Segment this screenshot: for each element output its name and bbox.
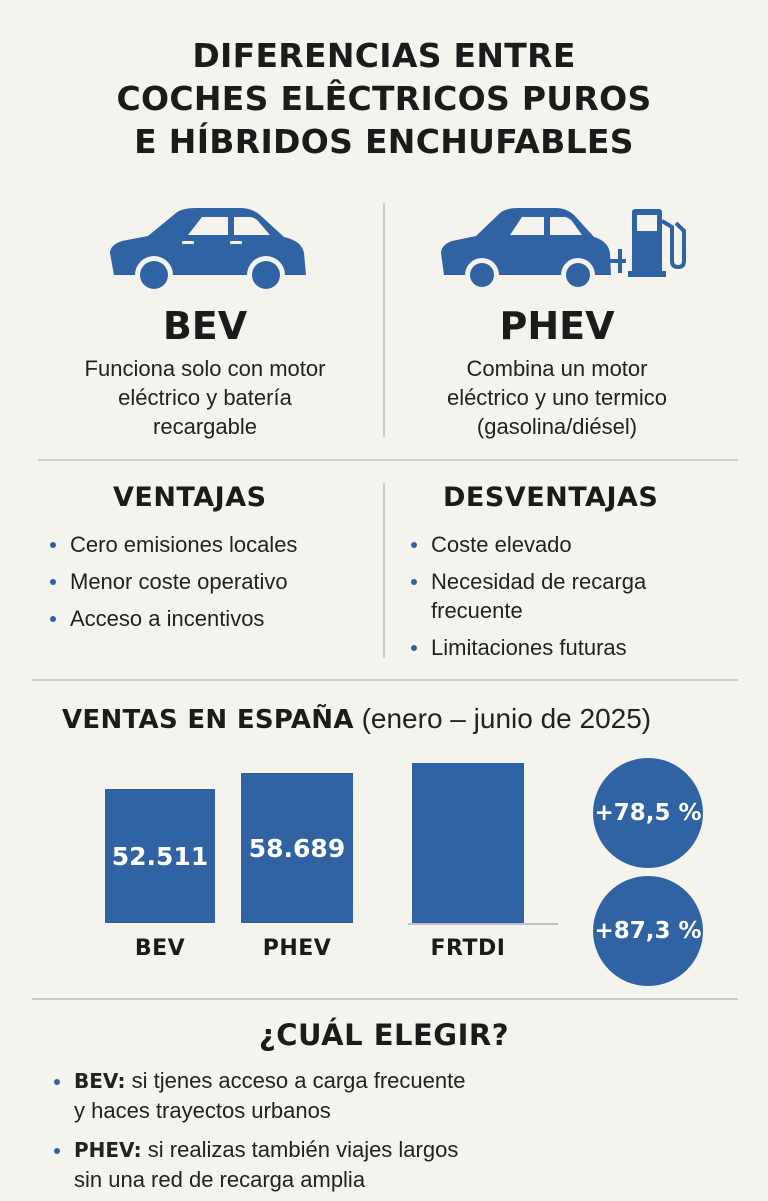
- bev-desc-line-1: Funciona solo con motor: [84, 356, 326, 381]
- bev-description: Funciona solo con motor eléctrico y bate…: [25, 354, 385, 441]
- choose-key-bev: BEV:: [74, 1069, 126, 1093]
- choose-title: ¿CUÁL ELEGIR?: [258, 1018, 510, 1052]
- hybrid-car-fuel-pump-icon: [441, 208, 686, 292]
- list-item: Acceso a incentivos: [50, 604, 370, 633]
- section-divider-2: [32, 679, 738, 681]
- list-item-continuation: frecuente: [431, 598, 523, 623]
- bev-desc-line-3: recargable: [153, 414, 257, 439]
- bar-value-label: 52.511: [111, 841, 209, 871]
- bar-category-label: PHEV: [262, 936, 332, 961]
- pros-heading: VENTAJAS: [113, 482, 267, 514]
- electric-car-icon: [110, 208, 306, 294]
- choose-line: si tjenes acceso a carga frecuente: [131, 1068, 466, 1093]
- bar-category-label: BEV: [134, 936, 186, 961]
- sales-title: VENTAS EN ESPAÑA (enero – junio de 2025): [62, 702, 651, 737]
- types-divider: [383, 203, 385, 437]
- phev-description: Combina un motor eléctrico y uno termico…: [377, 354, 737, 441]
- list-item: BEV: si tjenes acceso a carga frecuente …: [54, 1066, 734, 1125]
- cons-heading: DESVENTAJAS: [443, 482, 658, 514]
- bar-value-label: 58.689: [248, 833, 346, 863]
- choose-list: BEV: si tjenes acceso a carga frecuente …: [54, 1066, 734, 1201]
- list-item: Cero emisiones locales: [50, 530, 370, 559]
- phev-label: PHEV: [499, 304, 615, 348]
- list-item: Limitaciones futuras: [411, 633, 741, 662]
- title-line-2: COCHES ELÊCTRICOS PUROS: [116, 79, 652, 118]
- phev-desc-line-2: eléctrico y uno termico: [446, 385, 668, 410]
- sales-title-period: (enero – junio de 2025): [361, 703, 652, 734]
- page-title: DIFERENCIAS ENTRE COCHES ELÊCTRICOS PURO…: [0, 34, 768, 163]
- growth-badge-1: +78,5 %: [593, 758, 703, 868]
- choose-line: si realizas también viajes largos: [147, 1137, 459, 1162]
- phev-column: PHEV Combina un motor eléctrico y uno te…: [377, 304, 737, 441]
- bar-phev: 58.689: [241, 773, 353, 923]
- pros-cons-divider: [383, 483, 385, 658]
- bev-label: BEV: [162, 304, 248, 348]
- section-divider-1: [38, 459, 738, 461]
- chart-baseline: [408, 923, 558, 925]
- list-item: Necesidad de recarga: [411, 567, 741, 596]
- bar-frtdi: [412, 763, 524, 923]
- choose-line: sin una red de recarga amplia: [74, 1167, 366, 1192]
- phev-desc-line-3: (gasolina/diésel): [476, 414, 638, 439]
- cons-title: DESVENTAJAS: [443, 482, 659, 513]
- cons-list: Coste elevado Necesidad de recarga frecu…: [411, 530, 741, 670]
- title-line-3: E HÍBRIDOS ENCHUFABLES: [134, 122, 634, 161]
- title-line-1: DIFERENCIAS ENTRE: [192, 36, 576, 75]
- choose-line: y haces trayectos urbanos: [74, 1098, 331, 1123]
- list-item-line-1: Necesidad de recarga: [431, 569, 647, 594]
- section-divider-3: [32, 998, 738, 1000]
- phev-desc-line-1: Combina un motor: [466, 356, 648, 381]
- list-item: Menor coste operativo: [50, 567, 370, 596]
- bar-category-label: FRTDI: [430, 936, 506, 961]
- bar-bev: 52.511: [105, 789, 215, 923]
- sales-chart: 52.511 BEV 58.689 PHEV FRTDI: [0, 740, 768, 980]
- choose-key-phev: PHEV:: [74, 1138, 142, 1162]
- sales-title-main: VENTAS EN ESPAÑA: [62, 705, 354, 735]
- list-item: Coste elevado: [411, 530, 741, 559]
- pros-list: Cero emisiones locales Menor coste opera…: [50, 530, 370, 641]
- bev-desc-line-2: eléctrico y batería: [118, 385, 292, 410]
- bev-column: BEV Funciona solo con motor eléctrico y …: [25, 304, 385, 441]
- list-item: PHEV: si realizas también viajes largos …: [54, 1135, 734, 1194]
- growth-badge-2: +87,3 %: [593, 876, 703, 986]
- pros-title: VENTAJAS: [113, 482, 267, 513]
